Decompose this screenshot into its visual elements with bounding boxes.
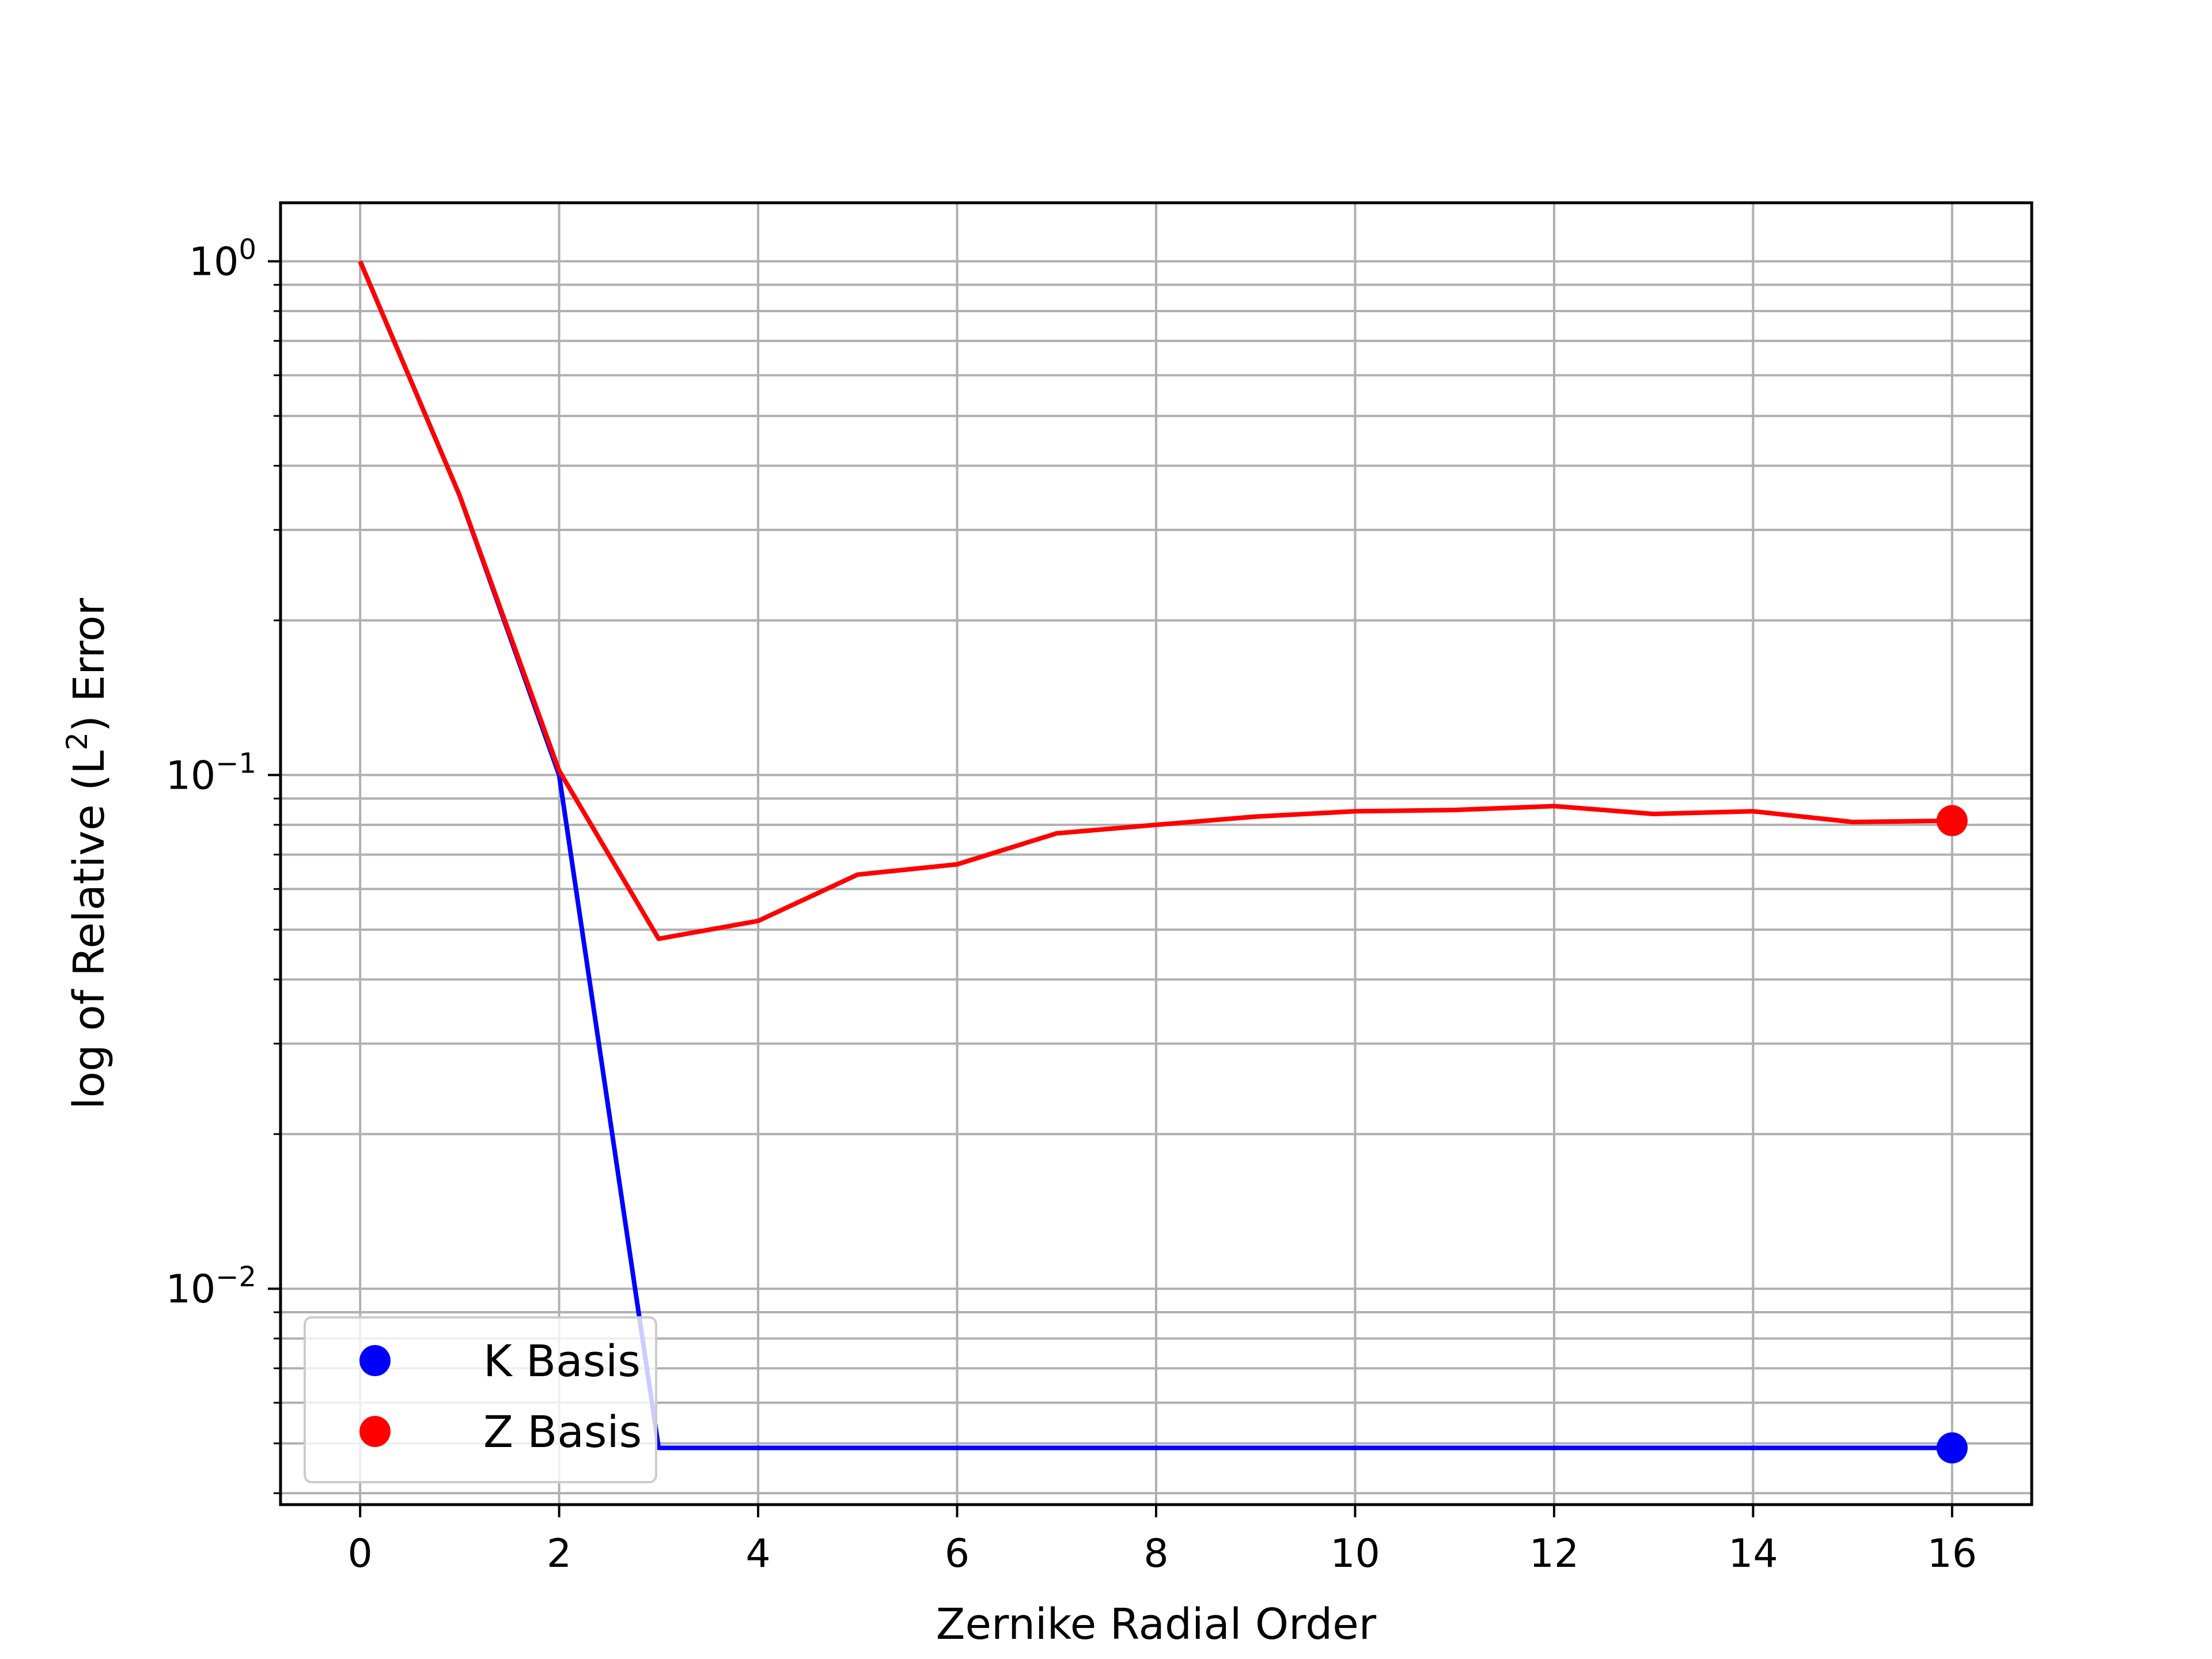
x-tick-label: 10 xyxy=(1330,1531,1380,1577)
legend-label: K Basis xyxy=(483,1335,641,1387)
y-tick-label: 10−1 xyxy=(166,747,256,798)
y-axis-label-post: ) Error xyxy=(65,598,114,732)
x-tick-label: 14 xyxy=(1728,1531,1778,1577)
series-marker-k-basis xyxy=(1936,1432,1968,1464)
grid xyxy=(281,203,2032,1505)
y-axis-label: log of Relative (L2) Error xyxy=(60,598,114,1109)
y-tick-label: 100 xyxy=(189,234,256,285)
x-tick-label: 2 xyxy=(547,1531,571,1577)
series-line-k-basis xyxy=(358,260,1952,1450)
legend-label: Z Basis xyxy=(483,1406,642,1457)
y-tick-label-base: 10 xyxy=(166,753,216,798)
series-marker-z-basis xyxy=(1936,805,1968,836)
y-tick-label-base: 10 xyxy=(166,1267,216,1312)
y-axis-label-pre: log of Relative (L xyxy=(65,751,114,1109)
y-axis-label-superscript: 2 xyxy=(60,732,94,751)
x-tick-label: 0 xyxy=(348,1531,373,1577)
series-layer xyxy=(358,260,1968,1464)
y-tick-label-exponent: −2 xyxy=(215,1261,256,1293)
x-axis-label: Zernike Radial Order xyxy=(936,1600,1377,1649)
legend-marker xyxy=(359,1416,391,1447)
series-line-z-basis xyxy=(358,260,1952,941)
plot-frame xyxy=(279,201,2033,1506)
legend-marker xyxy=(359,1345,391,1376)
x-tick-label: 16 xyxy=(1927,1531,1978,1577)
x-tick-label: 12 xyxy=(1529,1531,1580,1577)
x-tick-label: 6 xyxy=(945,1531,969,1577)
x-tick-label: 8 xyxy=(1143,1531,1168,1577)
y-tick-label: 10−2 xyxy=(166,1261,256,1312)
y-tick-label-exponent: −1 xyxy=(215,747,256,779)
legend-box xyxy=(304,1316,657,1483)
y-tick-label-exponent: 0 xyxy=(238,234,256,266)
x-tick-label: 4 xyxy=(745,1531,770,1577)
y-tick-label-base: 10 xyxy=(189,240,239,285)
legend: K Basis Z Basis xyxy=(304,1316,657,1483)
